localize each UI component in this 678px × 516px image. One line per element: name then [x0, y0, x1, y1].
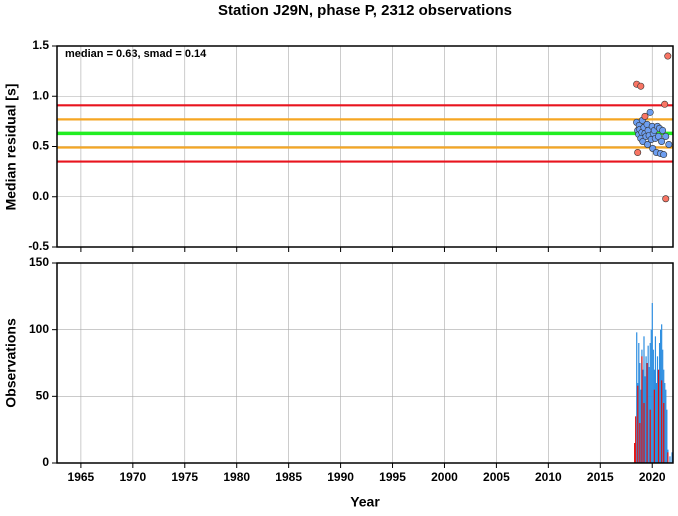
y-axis-label: Observations	[3, 318, 19, 408]
bar	[634, 443, 636, 463]
y-tick-label: 100	[29, 322, 49, 336]
bar	[649, 409, 651, 463]
bar	[653, 389, 655, 463]
bar	[661, 380, 663, 463]
x-tick-label: 2005	[483, 470, 510, 484]
bar	[654, 336, 657, 463]
bar	[649, 343, 651, 463]
y-tick-label: -0.5	[28, 239, 49, 253]
plot-frame	[56, 45, 674, 248]
annotation: median = 0.63, smad = 0.14	[65, 48, 207, 60]
bar	[639, 363, 641, 463]
y-tick-label: 150	[29, 255, 49, 269]
point	[637, 82, 645, 90]
x-tick-label: 2000	[431, 470, 458, 484]
x-tick-label: 1995	[379, 470, 406, 484]
x-tick-label: 2010	[535, 470, 562, 484]
bar	[635, 416, 637, 463]
plot-frame	[56, 262, 674, 464]
bar	[664, 383, 666, 463]
x-tick-label: 1985	[275, 470, 302, 484]
y-tick-label: 1.0	[32, 88, 49, 102]
bar	[643, 403, 645, 463]
bar	[642, 369, 644, 463]
bar	[666, 409, 668, 463]
bar	[636, 332, 638, 463]
bar	[647, 345, 649, 463]
bar	[643, 336, 645, 463]
point	[644, 140, 652, 148]
bar	[655, 383, 658, 463]
bar	[652, 349, 654, 463]
x-tick-label: 1990	[327, 470, 354, 484]
point	[658, 137, 666, 145]
y-axis-label: Median residual [s]	[3, 84, 19, 211]
point	[654, 132, 662, 140]
bar	[665, 389, 667, 463]
bar	[650, 329, 652, 463]
bar	[637, 385, 639, 463]
x-tick-label: 1970	[119, 470, 146, 484]
bar	[658, 343, 661, 463]
bar	[667, 452, 669, 463]
y-tick-label: 0.5	[32, 139, 49, 153]
point	[660, 151, 668, 159]
point	[661, 100, 669, 108]
bar	[641, 356, 643, 463]
y-tick-label: 1.5	[32, 38, 49, 52]
y-tick-label: 50	[36, 389, 50, 403]
point	[664, 52, 672, 60]
bar	[645, 356, 647, 463]
x-tick-label: 2020	[639, 470, 666, 484]
x-tick-label: 1975	[171, 470, 198, 484]
x-axis-label: Year	[350, 494, 380, 510]
x-tick-label: 1965	[68, 470, 95, 484]
bar	[646, 363, 648, 463]
bar	[671, 452, 673, 463]
bar	[640, 389, 642, 463]
bar	[669, 456, 671, 463]
y-tick-label: 0	[42, 455, 49, 469]
y-tick-label: 0.0	[32, 189, 49, 203]
point	[662, 132, 670, 140]
point	[646, 108, 654, 116]
bar	[662, 349, 664, 463]
bar	[638, 343, 640, 463]
bar	[648, 367, 650, 463]
point	[659, 126, 667, 134]
point	[665, 140, 673, 148]
bar	[651, 303, 653, 463]
bar	[660, 329, 662, 463]
point	[662, 195, 670, 203]
bar	[657, 369, 660, 463]
x-tick-label: 1980	[223, 470, 250, 484]
bar	[644, 376, 646, 463]
bar	[656, 356, 659, 463]
chart-title: Station J29N, phase P, 2312 observations	[218, 2, 512, 19]
point	[634, 149, 642, 157]
bar	[663, 403, 665, 463]
point	[641, 112, 649, 120]
bar	[639, 423, 641, 463]
x-tick-label: 2015	[587, 470, 614, 484]
